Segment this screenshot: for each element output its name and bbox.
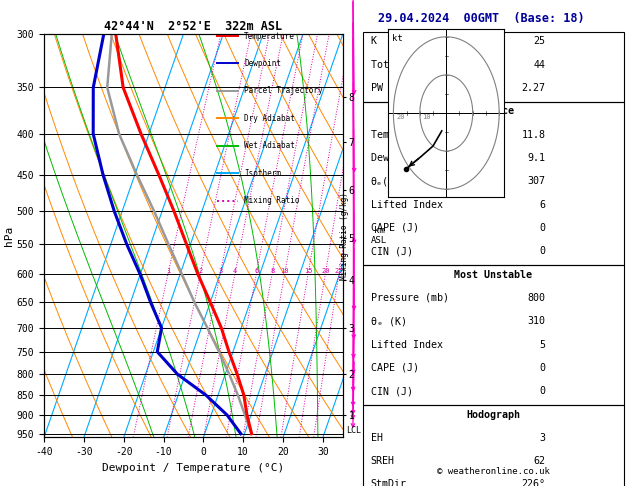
Text: Dewp (°C): Dewp (°C) [370, 153, 425, 163]
Text: Dewpoint: Dewpoint [244, 59, 281, 68]
Text: 0: 0 [540, 363, 546, 373]
Text: Dry Adiabat: Dry Adiabat [244, 114, 295, 123]
Text: θₑ(K): θₑ(K) [370, 176, 401, 186]
Text: Temp (°C): Temp (°C) [370, 130, 425, 139]
Text: PW (cm): PW (cm) [370, 83, 413, 93]
Text: Totals Totals: Totals Totals [370, 60, 448, 69]
Text: Surface: Surface [472, 106, 515, 116]
Text: 20: 20 [321, 267, 330, 274]
Text: Lifted Index: Lifted Index [370, 200, 443, 209]
Title: 42°44'N  2°52'E  322m ASL: 42°44'N 2°52'E 322m ASL [104, 20, 282, 33]
Text: Most Unstable: Most Unstable [454, 270, 533, 279]
Text: 8: 8 [270, 267, 274, 274]
Text: 29.04.2024  00GMT  (Base: 18): 29.04.2024 00GMT (Base: 18) [378, 12, 584, 25]
Text: 62: 62 [533, 456, 546, 466]
Text: CIN (J): CIN (J) [370, 246, 413, 256]
Text: 800: 800 [528, 293, 546, 303]
Text: 0: 0 [540, 223, 546, 233]
Text: 0: 0 [540, 386, 546, 396]
Text: Wet Adiabat: Wet Adiabat [244, 141, 295, 150]
Text: 10: 10 [423, 114, 431, 120]
Text: θₑ (K): θₑ (K) [370, 316, 407, 326]
Text: 307: 307 [528, 176, 546, 186]
Text: EH: EH [370, 433, 383, 443]
Text: CAPE (J): CAPE (J) [370, 223, 419, 233]
Text: © weatheronline.co.uk: © weatheronline.co.uk [437, 467, 550, 476]
Text: 10: 10 [281, 267, 289, 274]
Text: Mixing Ratio: Mixing Ratio [244, 196, 299, 205]
Text: Isotherm: Isotherm [244, 169, 281, 178]
Text: 310: 310 [528, 316, 546, 326]
Text: Mixing Ratio (g/kg): Mixing Ratio (g/kg) [340, 192, 348, 279]
Bar [363, 405, 624, 486]
Text: 9.1: 9.1 [528, 153, 546, 163]
Text: StmDir: StmDir [370, 480, 407, 486]
Text: Temperature: Temperature [244, 32, 295, 40]
Text: 44: 44 [533, 60, 546, 69]
Text: CIN (J): CIN (J) [370, 386, 413, 396]
Bar [363, 265, 624, 405]
Text: 5: 5 [540, 340, 546, 349]
Text: Pressure (mb): Pressure (mb) [370, 293, 448, 303]
Text: 3: 3 [218, 267, 223, 274]
Text: 11.8: 11.8 [521, 130, 546, 139]
Text: Lifted Index: Lifted Index [370, 340, 443, 349]
Text: 2.27: 2.27 [521, 83, 546, 93]
Text: SREH: SREH [370, 456, 395, 466]
Y-axis label: hPa: hPa [4, 226, 14, 246]
Text: 4: 4 [233, 267, 237, 274]
Text: 25: 25 [533, 36, 546, 46]
Text: 20: 20 [396, 114, 404, 120]
Text: K: K [370, 36, 377, 46]
Text: CAPE (J): CAPE (J) [370, 363, 419, 373]
Text: kt: kt [392, 34, 403, 43]
Text: 0: 0 [540, 246, 546, 256]
Text: 15: 15 [304, 267, 313, 274]
Bar [363, 32, 624, 102]
Text: 226°: 226° [521, 480, 546, 486]
Text: 25: 25 [335, 267, 343, 274]
Text: Parcel Trajectory: Parcel Trajectory [244, 87, 323, 95]
Text: 1: 1 [166, 267, 170, 274]
Bar [363, 102, 624, 265]
Text: 6: 6 [254, 267, 259, 274]
Text: 3: 3 [540, 433, 546, 443]
Text: LCL: LCL [346, 426, 361, 434]
Y-axis label: km
ASL: km ASL [371, 226, 387, 245]
Text: 2: 2 [198, 267, 203, 274]
Text: 6: 6 [540, 200, 546, 209]
X-axis label: Dewpoint / Temperature (°C): Dewpoint / Temperature (°C) [103, 463, 284, 473]
Text: Hodograph: Hodograph [467, 410, 520, 419]
